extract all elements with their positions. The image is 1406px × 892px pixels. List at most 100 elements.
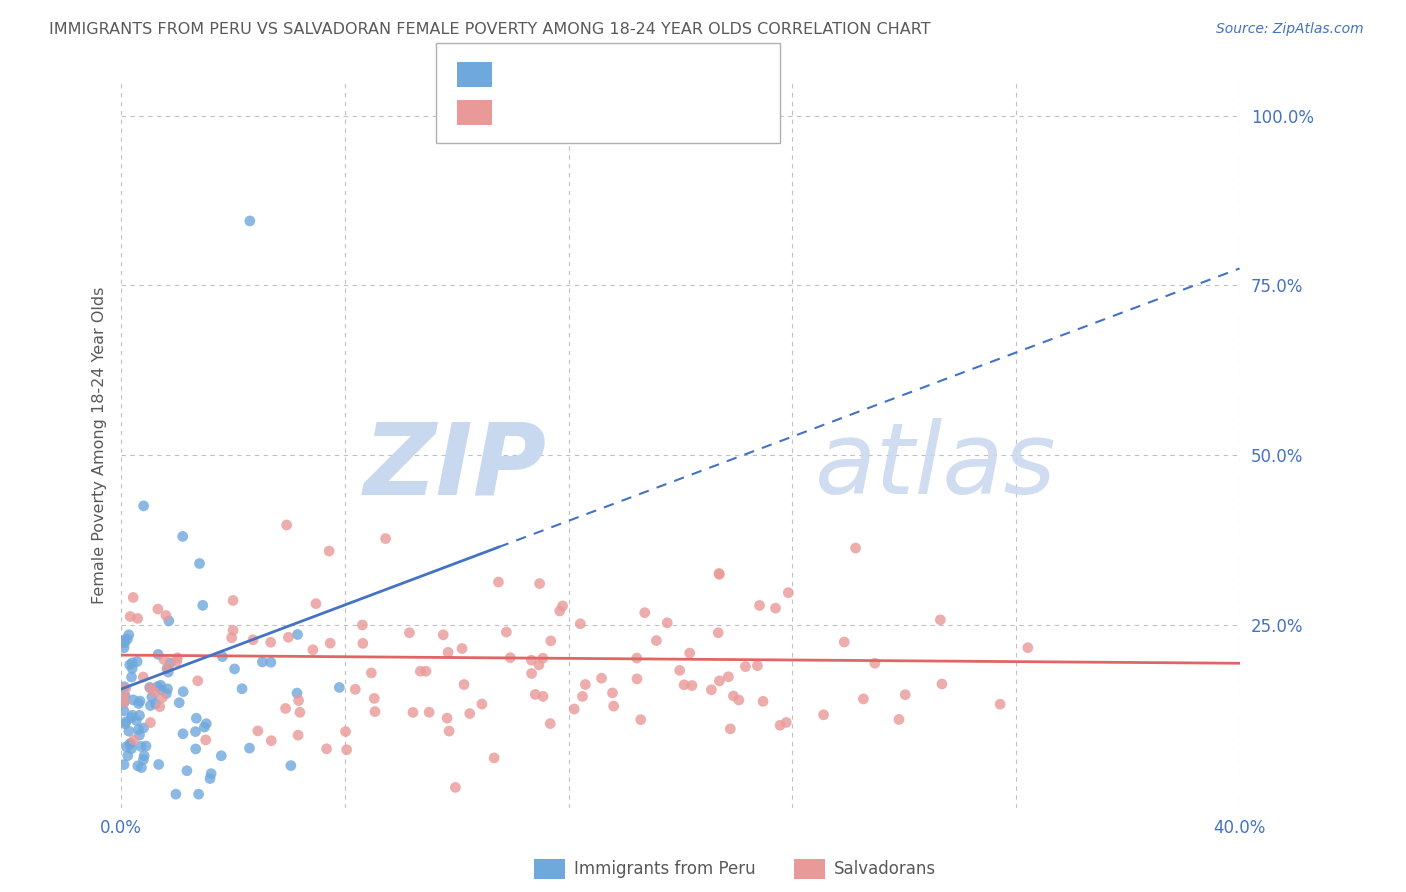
Point	[630, 713, 652, 727]
Point	[117, 748, 139, 763]
Point	[707, 566, 730, 581]
Point	[277, 630, 299, 644]
Point	[538, 716, 561, 731]
Point	[114, 636, 136, 650]
Point	[718, 722, 741, 736]
Point	[845, 541, 868, 555]
Point	[120, 711, 142, 725]
Point	[125, 714, 148, 728]
Point	[139, 698, 162, 713]
Point	[221, 631, 243, 645]
Point	[520, 653, 543, 667]
Point	[150, 683, 173, 698]
Point	[138, 681, 160, 695]
Point	[131, 761, 153, 775]
Point	[157, 665, 180, 679]
Point	[432, 628, 454, 642]
Point	[520, 666, 543, 681]
Point	[318, 544, 340, 558]
Point	[717, 670, 740, 684]
Point	[529, 576, 551, 591]
Point	[153, 652, 176, 666]
Point	[146, 602, 169, 616]
Point	[139, 715, 162, 730]
Point	[728, 693, 751, 707]
Point	[118, 657, 141, 672]
Point	[436, 711, 458, 725]
Point	[769, 718, 792, 732]
Point	[551, 599, 574, 613]
Point	[285, 686, 308, 700]
Point	[723, 689, 745, 703]
Point	[115, 739, 138, 754]
Point	[167, 696, 190, 710]
Point	[114, 681, 136, 695]
Point	[187, 787, 209, 801]
Point	[120, 609, 142, 624]
Point	[709, 567, 731, 582]
Point	[157, 661, 180, 675]
Point	[328, 681, 350, 695]
Point	[184, 742, 207, 756]
Point	[336, 742, 359, 756]
Point	[402, 706, 425, 720]
Point	[280, 758, 302, 772]
Point	[458, 706, 481, 721]
Point	[145, 697, 167, 711]
Point	[863, 657, 886, 671]
Point	[471, 697, 494, 711]
Point	[128, 697, 150, 711]
Point	[120, 741, 142, 756]
Point	[165, 787, 187, 801]
Text: ZIP: ZIP	[363, 418, 546, 515]
Point	[118, 628, 141, 642]
Point	[602, 686, 624, 700]
Point	[176, 764, 198, 778]
Point	[1017, 640, 1039, 655]
Point	[128, 723, 150, 737]
Point	[121, 670, 143, 684]
Point	[260, 635, 283, 649]
Point	[276, 518, 298, 533]
Point	[166, 654, 188, 668]
Point	[931, 677, 953, 691]
Point	[193, 720, 215, 734]
Point	[673, 678, 696, 692]
Point	[128, 708, 150, 723]
Point	[187, 673, 209, 688]
Point	[132, 499, 155, 513]
Point	[437, 645, 460, 659]
Point	[122, 591, 145, 605]
Point	[120, 736, 142, 750]
Point	[195, 716, 218, 731]
Point	[141, 690, 163, 704]
Point	[482, 751, 505, 765]
Point	[747, 658, 769, 673]
Text: R = -0.033   N = 122: R = -0.033 N = 122	[502, 103, 720, 121]
Point	[172, 727, 194, 741]
Point	[495, 625, 517, 640]
Point	[374, 532, 396, 546]
Point	[115, 714, 138, 729]
Point	[668, 664, 690, 678]
Point	[602, 699, 624, 714]
Point	[315, 741, 337, 756]
Point	[437, 724, 460, 739]
Point	[540, 633, 562, 648]
Point	[146, 648, 169, 662]
Point	[149, 678, 172, 692]
Point	[139, 681, 162, 695]
Point	[319, 636, 342, 650]
Point	[252, 655, 274, 669]
Point	[114, 689, 136, 703]
Point	[112, 757, 135, 772]
Point	[132, 752, 155, 766]
Point	[112, 690, 135, 705]
Point	[335, 724, 357, 739]
Point	[591, 671, 613, 685]
Text: Source: ZipAtlas.com: Source: ZipAtlas.com	[1216, 22, 1364, 37]
Point	[852, 692, 875, 706]
Point	[112, 680, 135, 694]
Text: atlas: atlas	[814, 418, 1056, 515]
Text: R =   0.268   N =  83: R = 0.268 N = 83	[502, 65, 730, 83]
